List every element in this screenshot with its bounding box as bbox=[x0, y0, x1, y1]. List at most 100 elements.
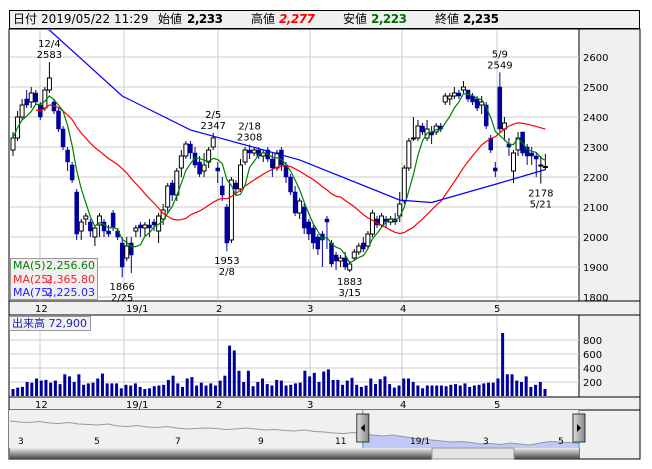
candle-body bbox=[19, 104, 25, 118]
volume-bar bbox=[430, 385, 434, 396]
volume-bar bbox=[30, 382, 34, 396]
candle-body bbox=[351, 251, 357, 259]
volume-bar bbox=[218, 380, 222, 396]
candle-body bbox=[56, 110, 61, 130]
candle-body bbox=[119, 242, 125, 268]
volume-bar bbox=[190, 377, 194, 396]
candle-body bbox=[324, 218, 330, 223]
ma25-label: MA(25) bbox=[13, 272, 53, 286]
candle-body bbox=[315, 236, 321, 250]
ma5-line bbox=[12, 92, 546, 264]
annotation-date: 5/9 bbox=[492, 49, 508, 60]
annotation-value: 2347 bbox=[200, 121, 225, 132]
volume-bar bbox=[67, 376, 71, 396]
volume-bar bbox=[63, 374, 67, 396]
scrollbar-thumb[interactable] bbox=[431, 447, 515, 460]
volume-bar bbox=[435, 385, 439, 396]
candle-body bbox=[361, 242, 366, 250]
volume-bar bbox=[91, 382, 95, 396]
candle-body bbox=[288, 176, 293, 193]
candle-body bbox=[238, 164, 243, 190]
volume-bar bbox=[35, 378, 39, 396]
grid-lines bbox=[10, 30, 579, 397]
high-value: 2,277 bbox=[279, 12, 315, 26]
candle-body bbox=[297, 200, 303, 214]
volume-bar bbox=[72, 382, 76, 396]
scrollbar-track[interactable] bbox=[10, 448, 579, 459]
date-axis-labels-volume: 12 19/1 2 3 4 5 bbox=[35, 400, 500, 411]
volume-bar bbox=[519, 382, 523, 396]
candle-body bbox=[151, 221, 157, 226]
annotation-value: 2178 bbox=[528, 189, 553, 200]
volume-bar bbox=[171, 375, 175, 396]
volume-bar bbox=[119, 388, 123, 396]
volume-bar bbox=[463, 383, 467, 396]
annotation-date: 5/21 bbox=[530, 200, 552, 211]
candle-body bbox=[247, 149, 252, 154]
volume-bar bbox=[543, 389, 547, 396]
annotation-date: 3/15 bbox=[338, 288, 360, 299]
candle-body bbox=[493, 167, 498, 172]
candle-body bbox=[129, 242, 134, 256]
volume-bar bbox=[482, 383, 486, 396]
candle-body bbox=[420, 125, 425, 133]
date-axis-band-volume bbox=[8, 396, 641, 411]
volume-bar bbox=[425, 385, 429, 396]
volume-bar bbox=[515, 380, 519, 396]
volume-bar bbox=[270, 385, 274, 396]
volume-bar bbox=[331, 379, 335, 396]
date-axis-labels-main: 12 19/1 2 3 4 5 bbox=[35, 304, 500, 315]
volume-bar bbox=[345, 380, 349, 396]
ma75-label: MA(75) bbox=[13, 286, 53, 299]
ma25-value: 2,365.80 bbox=[46, 272, 95, 286]
volume-bar bbox=[275, 379, 279, 396]
volume-bar bbox=[468, 386, 472, 396]
volume-bar bbox=[308, 376, 312, 396]
candle-body bbox=[46, 77, 52, 91]
volume-bar bbox=[317, 382, 321, 396]
candle-body bbox=[433, 125, 439, 133]
navigator-area[interactable] bbox=[9, 410, 579, 448]
navigator-tick-label: 5 bbox=[558, 437, 564, 447]
volume-bar bbox=[77, 374, 81, 396]
candle-body bbox=[401, 167, 407, 202]
volume-bar bbox=[289, 384, 293, 396]
volume-bar bbox=[261, 378, 265, 396]
volume-bar bbox=[416, 385, 420, 396]
volume-bar bbox=[383, 376, 387, 396]
annotation-date: 2/8 bbox=[219, 267, 235, 278]
volume-bar bbox=[444, 386, 448, 396]
candle-body bbox=[96, 215, 102, 226]
volume-bar bbox=[505, 374, 509, 396]
candle-body bbox=[83, 215, 89, 220]
volume-bar bbox=[223, 375, 227, 396]
candle-body bbox=[497, 86, 503, 130]
candle-body bbox=[178, 155, 184, 169]
month-tick-label: 5 bbox=[494, 400, 500, 411]
volume-bar bbox=[129, 385, 133, 396]
navigator[interactable] bbox=[9, 410, 586, 448]
candle-body bbox=[165, 185, 171, 208]
candle-body bbox=[188, 143, 193, 154]
volume-bar bbox=[246, 370, 250, 396]
candle-body bbox=[74, 191, 79, 235]
candle-body bbox=[10, 137, 16, 151]
candle-body bbox=[301, 206, 307, 229]
candle-body bbox=[483, 104, 489, 127]
scrollbar[interactable] bbox=[10, 447, 579, 460]
volume-bar bbox=[11, 389, 15, 396]
volume-bar bbox=[402, 378, 406, 396]
volume-bar bbox=[510, 374, 514, 396]
volume-bar bbox=[185, 378, 189, 396]
volume-bar bbox=[124, 384, 128, 396]
low-label: 安値 bbox=[343, 12, 368, 26]
volume-bar bbox=[242, 382, 246, 396]
volume-bar bbox=[350, 377, 354, 396]
volume-bar bbox=[110, 383, 114, 396]
volume-tick-label: 400 bbox=[583, 364, 602, 375]
volume-bar bbox=[411, 382, 415, 396]
volume-bar bbox=[209, 383, 213, 396]
month-tick-label: 12 bbox=[35, 304, 48, 315]
ma75-value: 2,225.03 bbox=[46, 286, 95, 299]
